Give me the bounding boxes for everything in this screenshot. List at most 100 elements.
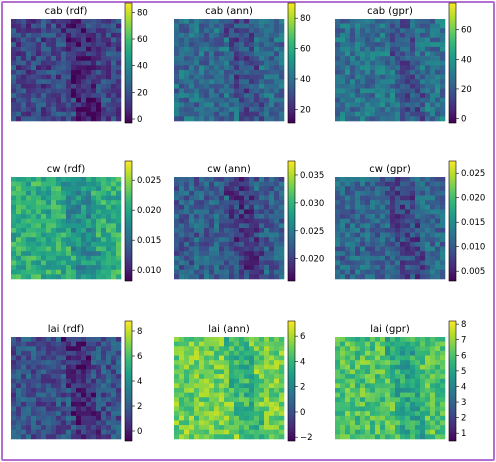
- heatmap-cell: [415, 111, 421, 117]
- heatmap-cell: [415, 37, 421, 43]
- heatmap-cell: [46, 265, 52, 271]
- heatmap-cell: [440, 265, 446, 271]
- heatmap-cell: [184, 228, 190, 233]
- heatmap-cell: [370, 251, 376, 257]
- heatmap-cell: [425, 214, 431, 220]
- heatmap-cell: [76, 269, 82, 275]
- heatmap-cell: [56, 350, 62, 356]
- heatmap-cell: [440, 218, 446, 224]
- heatmap-cell: [81, 383, 87, 389]
- heatmap-cell: [204, 177, 210, 182]
- heatmap-cell: [405, 269, 411, 275]
- heatmap-cell: [219, 251, 225, 257]
- heatmap-cell: [229, 269, 235, 275]
- heatmap-cell: [101, 397, 107, 403]
- heatmap-cell: [405, 246, 411, 252]
- heatmap-cell: [36, 392, 42, 398]
- heatmap-cell: [111, 190, 117, 196]
- heatmap-cell: [16, 60, 22, 66]
- heatmap-cell: [61, 411, 67, 417]
- heatmap-cell: [435, 369, 441, 375]
- heatmap-cell: [370, 341, 376, 347]
- heatmap-cell: [46, 37, 52, 43]
- heatmap-cell: [415, 425, 421, 431]
- heatmap-cell: [239, 369, 245, 375]
- heatmap-cell: [91, 214, 97, 220]
- heatmap-cell: [209, 425, 215, 431]
- heatmap-cell: [31, 46, 37, 52]
- heatmap-cell: [214, 360, 220, 366]
- heatmap-cell: [244, 93, 250, 99]
- heatmap-cell: [101, 406, 107, 412]
- heatmap-cell: [11, 223, 17, 229]
- heatmap-cell: [116, 97, 122, 103]
- heatmap-cell: [239, 107, 245, 113]
- heatmap-cell: [405, 406, 411, 412]
- heatmap-cell: [21, 255, 27, 261]
- heatmap-cell: [365, 374, 371, 380]
- heatmap-cell: [335, 260, 341, 266]
- heatmap-cell: [370, 51, 376, 57]
- heatmap-cell: [21, 346, 27, 352]
- heatmap-cell: [36, 111, 42, 117]
- heatmap-cell: [229, 204, 235, 210]
- heatmap-cell: [370, 415, 376, 421]
- heatmap-cell: [380, 241, 386, 247]
- heatmap-cell: [36, 93, 42, 99]
- heatmap-cell: [224, 116, 230, 122]
- heatmap-cell: [440, 269, 446, 275]
- heatmap-cell: [96, 51, 102, 57]
- heatmap-cell: [51, 200, 57, 206]
- heatmap-cell: [244, 116, 250, 122]
- heatmap-cell: [395, 79, 401, 85]
- heatmap-cell: [189, 237, 195, 243]
- heatmap-cell: [264, 102, 270, 108]
- heatmap-cell: [86, 93, 92, 99]
- heatmap-cell: [179, 190, 185, 196]
- heatmap-cell: [209, 83, 215, 89]
- heatmap-cell: [31, 181, 37, 187]
- heatmap-cell: [360, 274, 366, 280]
- heatmap-cell: [76, 415, 82, 421]
- heatmap-cell: [46, 65, 52, 71]
- heatmap-cell: [51, 79, 57, 85]
- heatmap-cell: [11, 383, 17, 389]
- heatmap-cell: [345, 228, 351, 233]
- heatmap-cell: [101, 260, 107, 266]
- heatmap-cell: [410, 360, 416, 366]
- heatmap-cell: [415, 434, 421, 440]
- heatmap-cell: [274, 237, 280, 243]
- heatmap-cell: [86, 246, 92, 252]
- heatmap-cell: [179, 83, 185, 89]
- heatmap-cell: [355, 37, 361, 43]
- heatmap-cell: [234, 74, 240, 80]
- heatmap-cell: [380, 401, 386, 407]
- heatmap-cell: [244, 28, 250, 34]
- heatmap-cell: [440, 378, 446, 384]
- heatmap-cell: [400, 200, 406, 206]
- heatmap-cell: [274, 65, 280, 71]
- heatmap-cell: [395, 102, 401, 108]
- heatmap-cell: [194, 260, 200, 266]
- heatmap-cell: [239, 218, 245, 224]
- heatmap-cell: [179, 355, 185, 361]
- heatmap-cell: [410, 255, 416, 261]
- heatmap-cell: [440, 388, 446, 393]
- heatmap-cell: [259, 388, 265, 393]
- heatmap-cell: [360, 420, 366, 426]
- heatmap-cell: [184, 83, 190, 89]
- heatmap-cell: [189, 181, 195, 187]
- colorbar-tick-label: 0: [137, 115, 142, 125]
- heatmap-cell: [41, 83, 47, 89]
- heatmap-cell: [350, 28, 356, 34]
- heatmap-cell: [259, 411, 265, 417]
- heatmap-cell: [335, 269, 341, 275]
- heatmap-cell: [350, 83, 356, 89]
- heatmap-cell: [420, 19, 426, 24]
- heatmap-cell: [400, 60, 406, 66]
- heatmap-cell: [174, 251, 180, 257]
- heatmap-cell: [435, 232, 441, 238]
- heatmap-cell: [350, 429, 356, 435]
- heatmap-cell: [71, 429, 77, 435]
- heatmap-cell: [385, 269, 391, 275]
